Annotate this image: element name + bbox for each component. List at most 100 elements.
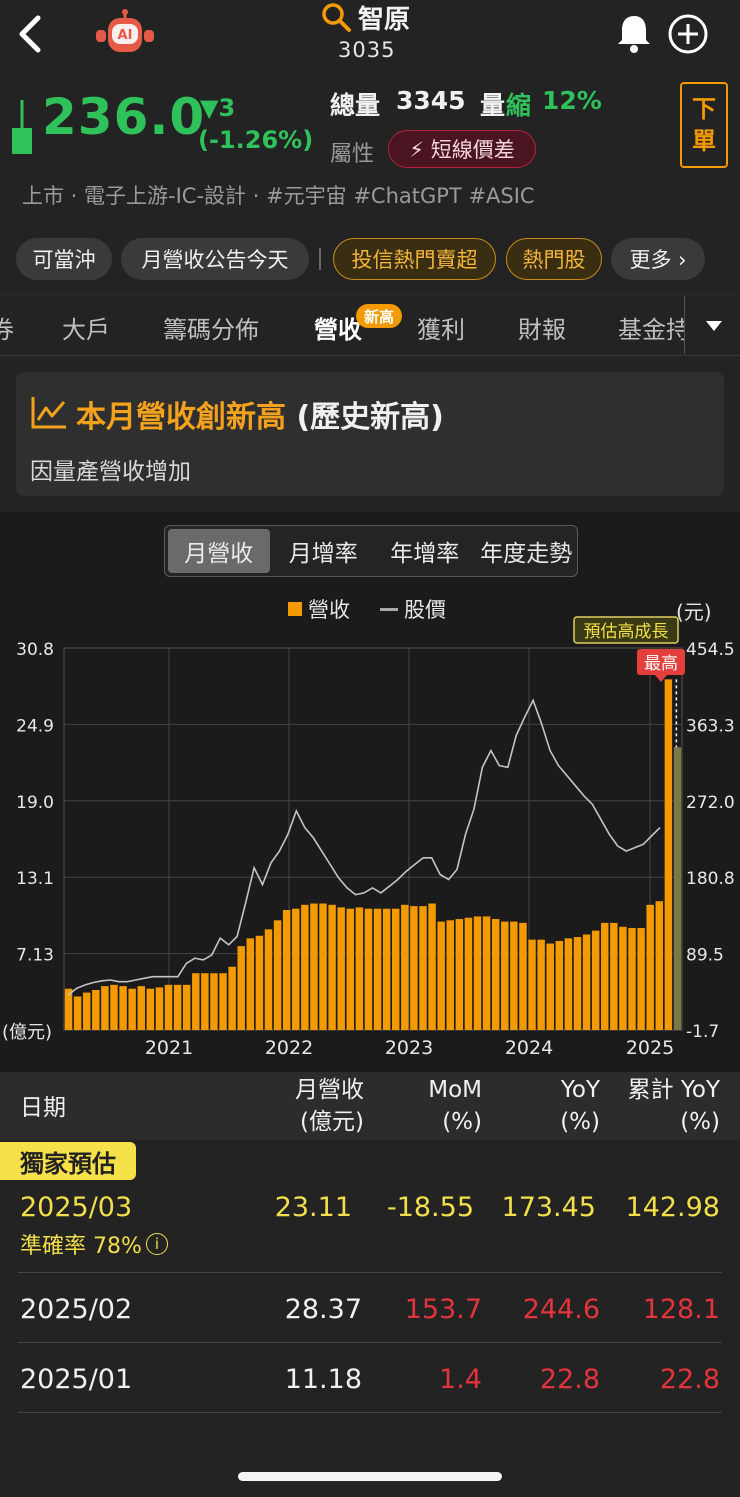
seg-annual-trend[interactable]: 年度走勢 [480,541,573,567]
row3-mom: 1.4 [439,1364,482,1395]
revenue-bar [164,984,173,1030]
industry-tags[interactable]: 上市 · 電子上游-IC-設計 · #元宇宙 #ChatGPT #ASIC [22,184,535,208]
row2-date: 2025/02 [20,1294,133,1325]
revenue-bar [401,904,409,1030]
revenue-bar [82,992,91,1030]
revenue-bar [355,907,364,1030]
revenue-bar [137,986,145,1030]
seg-monthly-revenue[interactable]: 月營收 [168,529,270,573]
revenue-bar [373,908,382,1030]
row3-date: 2025/01 [20,1364,133,1395]
y-left-tick-label: 13.1 [16,869,54,889]
revenue-bar-estimate [673,747,682,1030]
revenue-bar [310,903,318,1030]
chip-more[interactable]: 更多 › [611,238,705,280]
chip-revenue-today[interactable]: 月營收公告今天 [121,238,309,280]
highlight-card [16,372,724,496]
revenue-bar [292,908,300,1030]
revenue-bar [192,973,200,1030]
accuracy-rate[interactable]: 準確率 78% i [20,1228,168,1260]
revenue-bar [173,984,182,1030]
tab-revenue[interactable]: 營收 [314,316,362,344]
row3-yoy: 22.8 [539,1364,600,1395]
attribute-label: 屬性 [330,142,375,167]
tab-chip-distribution[interactable]: 籌碼分佈 [163,316,259,344]
ai-robot-button[interactable]: AI [94,8,156,58]
tabs-dropdown-button[interactable] [704,318,724,332]
tab-separator [684,296,685,354]
revenue-bar [119,986,127,1030]
chip-hot-stock[interactable]: 熱門股 [506,238,602,280]
row1-date: 2025/03 [20,1192,133,1223]
revenue-bar [146,988,155,1030]
attribute-badge[interactable]: ⚡ 短線價差 [388,130,536,168]
svg-text:AI: AI [118,28,133,43]
tab-fund[interactable]: 基金持 [618,316,684,344]
revenue-bar [573,937,582,1030]
revenue-bar [646,904,654,1030]
legend-bar-swatch [288,602,302,616]
seg-yoy[interactable]: 年增率 [390,541,460,567]
y-right-tick-label: -1.7 [686,1022,719,1042]
tab-major-holders[interactable]: 大戶 [62,316,110,344]
growth-annotation-label: 預估高成長 [584,622,669,642]
row1-mom: -18.55 [386,1192,474,1223]
left-axis-unit: (億元) [2,1022,53,1043]
revenue-bar [601,922,609,1030]
revenue-bar [73,996,82,1030]
th-yoy: YoY (%) [560,1077,600,1135]
trend-chart-icon [30,394,68,430]
revenue-bar [537,939,545,1030]
revenue-bar [428,903,436,1030]
row3-revenue: 11.18 [284,1364,362,1395]
tab-margin[interactable]: 券 [0,316,14,344]
chart-segmented-control: 月營收 月增率 年增率 年度走勢 [164,525,578,577]
revenue-bar [155,987,164,1030]
revenue-bar [382,908,391,1030]
alert-button[interactable] [614,12,654,54]
row-divider [18,1342,722,1343]
tab-financials[interactable]: 財報 [518,316,566,344]
tab-profit[interactable]: 獲利 [417,316,465,344]
order-label-bottom: 單 [692,127,716,155]
y-right-tick-label: 454.5 [686,640,735,660]
chip-day-trade[interactable]: 可當沖 [16,238,112,280]
revenue-bar [564,938,573,1030]
chip-trust-sell[interactable]: 投信熱門賣超 [333,238,496,280]
order-label-top: 下 [692,95,716,123]
order-button[interactable]: 下 單 [680,82,728,168]
revenue-bar [301,904,309,1030]
revenue-bar [628,928,636,1030]
th-mom: MoM (%) [428,1077,482,1135]
revenue-bar [591,930,600,1030]
price-change: ▼3 [200,94,236,122]
x-tick-label: 2021 [145,1037,193,1059]
revenue-bar [282,909,291,1030]
plot-frame [63,647,683,1031]
volume-label: 總量 [330,91,381,120]
high-annotation-box [637,649,685,675]
plus-circle-icon [668,14,708,54]
revenue-chart[interactable]: 30.8 24.9 19.0 13.1 7.13 454.5 363.3 272.0 180.8… [0,610,740,1070]
th-date: 日期 [20,1095,66,1121]
revenue-bar [264,929,273,1030]
stock-name: 智原 [358,4,411,35]
back-button[interactable] [14,14,48,54]
revenue-bar [610,922,618,1030]
revenue-bar [473,916,482,1030]
revenue-bar [64,988,73,1030]
revenue-bar [110,984,118,1030]
y-left-tick-label: 24.9 [16,716,54,736]
y-right-tick-label: 363.3 [686,716,735,736]
revenue-bar [255,935,264,1030]
revenue-bar [273,920,282,1030]
stock-title[interactable]: 智原 [320,0,411,35]
revenue-bar [546,943,554,1030]
info-icon: i [145,1233,168,1255]
x-tick-label: 2023 [385,1037,433,1059]
row2-mom: 153.7 [404,1294,482,1325]
row-divider [18,1412,722,1413]
seg-mom[interactable]: 月增率 [288,541,358,567]
th-cumulative-yoy: 累計 YoY (%) [627,1077,720,1135]
add-watchlist-button[interactable] [666,12,710,56]
